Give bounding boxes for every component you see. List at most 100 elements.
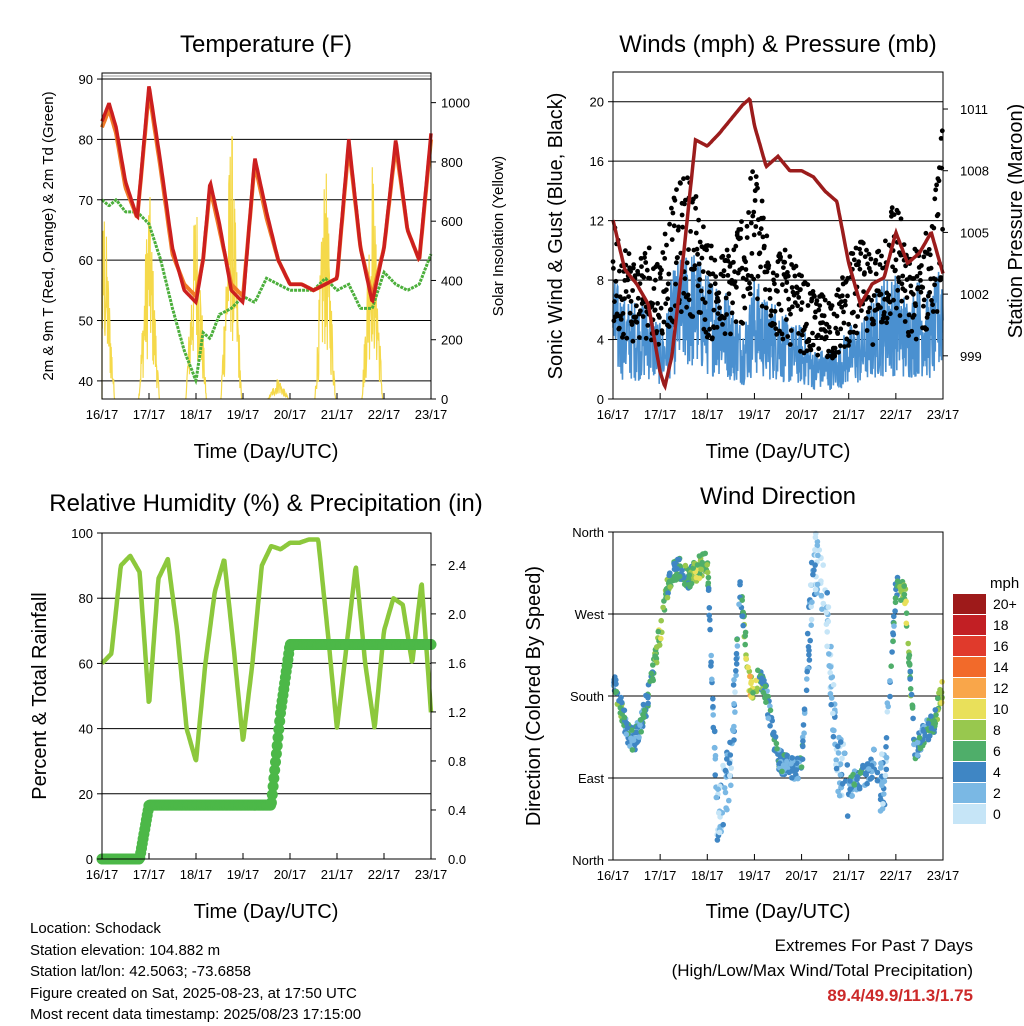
direction-point xyxy=(800,722,807,728)
direction-point xyxy=(916,734,923,741)
gust-point xyxy=(798,287,803,292)
gust-point xyxy=(702,317,708,322)
direction-point xyxy=(740,622,746,629)
gust-point xyxy=(918,278,923,283)
gust-point xyxy=(750,213,756,219)
direction-point xyxy=(714,837,721,843)
gust-point xyxy=(731,247,737,253)
direction-point xyxy=(819,606,825,612)
gust-point xyxy=(692,263,698,269)
gust-point xyxy=(645,323,651,328)
direction-point xyxy=(936,690,942,696)
gust-point xyxy=(646,245,652,251)
gust-point xyxy=(751,209,757,215)
direction-point xyxy=(892,599,899,606)
legend-swatch xyxy=(953,720,986,740)
direction-point xyxy=(812,586,819,593)
gust-point xyxy=(854,330,860,336)
direction-point xyxy=(903,620,910,627)
direction-point xyxy=(713,794,720,801)
gust-point xyxy=(643,335,649,341)
direction-point xyxy=(762,683,769,690)
direction-point xyxy=(784,758,790,765)
station-info: Location: Schodack Station elevation: 10… xyxy=(30,918,361,1026)
temperature-ytick-label-right: 400 xyxy=(441,273,463,288)
direction-point xyxy=(728,782,734,789)
legend-label: 18 xyxy=(993,617,1009,633)
gust-point xyxy=(774,273,780,278)
gust-point xyxy=(883,238,888,244)
gust-point xyxy=(698,288,704,294)
gust-point xyxy=(915,285,921,291)
gust-point xyxy=(717,305,722,311)
direction-point xyxy=(645,700,651,707)
gust-point xyxy=(808,347,814,353)
gust-point xyxy=(858,251,864,256)
direction-point xyxy=(892,595,899,601)
temperature-xtick-label: 21/17 xyxy=(321,407,354,422)
direction-point xyxy=(711,744,718,751)
gust-point xyxy=(832,353,838,359)
legend-label: 8 xyxy=(993,722,1001,738)
temperature-ytick-label: 40 xyxy=(79,374,93,389)
gust-point xyxy=(635,271,641,277)
gust-point xyxy=(664,287,669,293)
direction-ytick-label: West xyxy=(575,607,605,622)
direction-point xyxy=(839,755,845,762)
humidity-ytick-label-right: 0.4 xyxy=(448,803,466,818)
gust-point xyxy=(848,329,853,335)
direction-point xyxy=(706,605,713,611)
winds-xtick-label: 17/17 xyxy=(644,407,677,422)
precipitation-point xyxy=(266,789,278,801)
gust-point xyxy=(634,319,640,325)
gust-point xyxy=(686,297,692,303)
direction-point xyxy=(733,661,740,667)
gust-point xyxy=(881,310,887,315)
gust-point xyxy=(747,291,753,297)
direction-point xyxy=(807,582,814,588)
direction-point xyxy=(939,679,945,685)
gust-point xyxy=(668,307,674,312)
gust-point xyxy=(890,264,895,270)
direction-point xyxy=(653,644,660,650)
direction-point xyxy=(823,621,830,627)
gust-point xyxy=(857,266,863,272)
gust-point xyxy=(851,257,857,263)
direction-point xyxy=(731,723,737,730)
gust-point xyxy=(626,294,631,299)
gust-point xyxy=(921,303,926,309)
gust-point xyxy=(893,267,898,273)
gust-point xyxy=(927,290,933,295)
direction-point xyxy=(808,622,814,628)
direction-xtick-label: 16/17 xyxy=(597,868,630,883)
direction-point xyxy=(736,601,742,608)
gust-point xyxy=(752,198,758,203)
direction-point xyxy=(773,740,780,747)
gust-point xyxy=(617,268,622,274)
gust-point xyxy=(788,328,794,333)
winds-xtick-label: 21/17 xyxy=(832,407,865,422)
direction-point xyxy=(727,752,734,758)
precipitation-point xyxy=(265,797,277,809)
direction-panel: Wind Direction NorthEastSouthWestNorth16… xyxy=(523,483,1019,923)
gust-point xyxy=(773,326,779,331)
gust-point xyxy=(799,332,805,338)
gust-point xyxy=(851,309,856,315)
gust-point xyxy=(688,229,693,234)
station-elevation: Station elevation: 104.882 m xyxy=(30,941,221,959)
gust-point xyxy=(757,231,762,236)
direction-point xyxy=(676,573,683,580)
gust-point xyxy=(685,175,690,181)
gust-point xyxy=(921,254,927,260)
winds-xtick-label: 18/17 xyxy=(691,407,724,422)
direction-point xyxy=(779,768,785,775)
gust-point xyxy=(935,212,941,217)
gust-point xyxy=(767,296,773,301)
gust-point xyxy=(635,295,641,301)
direction-point xyxy=(696,570,703,577)
direction-point xyxy=(742,633,748,639)
direction-ytick-label: South xyxy=(570,689,604,704)
direction-point xyxy=(847,778,853,784)
gust-point xyxy=(768,313,774,318)
precipitation-point xyxy=(270,756,281,768)
